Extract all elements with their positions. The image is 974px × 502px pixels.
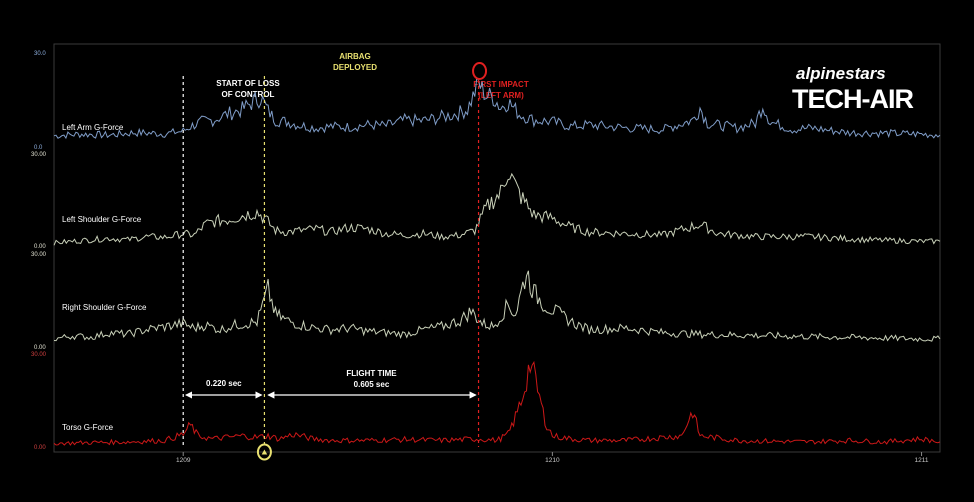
y-max-right-shoulder: 30.00 <box>31 252 47 258</box>
airbag-trigger-marker-circle <box>256 443 272 461</box>
y-min-left-arm: 0.0 <box>34 145 43 151</box>
flight-time-value: 0.605 sec <box>354 380 390 389</box>
x-axis-ticks: 1209 1210 1211 <box>176 452 929 464</box>
loss-of-control-label-2: OF CONTROL <box>222 90 275 99</box>
brand-logo-techair: TECH-AIR <box>792 84 913 114</box>
y-min-torso: 0.00 <box>34 445 46 451</box>
y-min-left-shoulder: 0.00 <box>34 244 46 250</box>
y-max-torso: 30.00 <box>31 352 47 358</box>
series-line-left-shoulder <box>53 172 941 246</box>
x-tick-label: 1211 <box>915 457 929 464</box>
airbag-deployed-label-1: AIRBAG <box>339 52 371 61</box>
brand-logo-alpinestars: alpinestars <box>796 64 886 83</box>
y-max-left-shoulder: 30.00 <box>31 152 47 158</box>
series-label-left-shoulder: Left Shoulder G-Force <box>62 215 142 224</box>
series-line-right-shoulder <box>53 270 941 343</box>
y-min-right-shoulder: 0.00 <box>34 345 46 351</box>
plot-frame <box>53 43 941 453</box>
first-impact-label-2: (LEFT ARM) <box>478 91 524 100</box>
loss-of-control-label-1: START OF LOSS <box>216 79 280 88</box>
flight-time-label: FLIGHT TIME <box>346 369 397 378</box>
series-label-right-shoulder: Right Shoulder G-Force <box>62 303 147 312</box>
series-label-torso: Torso G-Force <box>62 423 114 432</box>
series-line-left-arm <box>53 76 941 140</box>
interval-1-value: 0.220 sec <box>206 379 242 388</box>
first-impact-label-1: FIRST IMPACT <box>473 80 529 89</box>
first-impact-marker-circle <box>472 62 488 80</box>
airbag-deployed-label-2: DEPLOYED <box>333 63 377 72</box>
x-tick-label: 1210 <box>545 457 560 464</box>
series-label-left-arm: Left Arm G-Force <box>62 123 124 132</box>
airbag-trigger-icon <box>261 449 268 455</box>
series-line-torso <box>53 360 941 446</box>
y-max-left-arm: 30.0 <box>34 51 46 57</box>
x-tick-label: 1209 <box>176 457 191 464</box>
